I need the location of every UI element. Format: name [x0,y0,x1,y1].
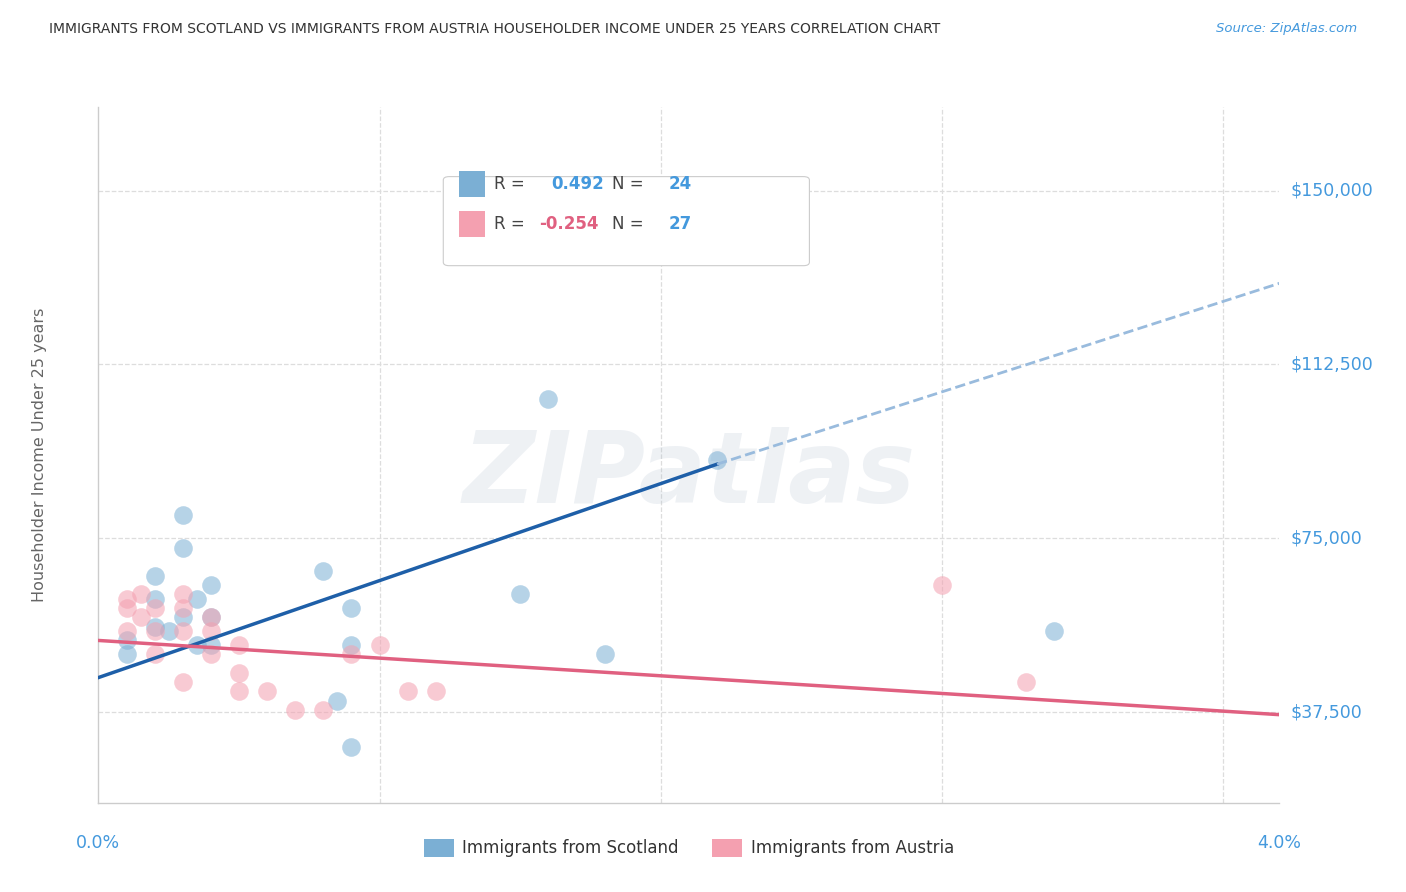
Text: R =: R = [494,175,530,194]
Bar [458,211,485,237]
Text: $37,500: $37,500 [1291,704,1362,722]
Point [340,638,363,652]
Point [115,601,138,615]
Text: 0.0%: 0.0% [76,834,121,852]
Text: 4.0%: 4.0% [1257,834,1302,852]
Point [186,638,208,652]
Text: R =: R = [494,215,530,233]
Point [326,694,349,708]
Point [200,638,222,652]
Point [340,601,363,615]
Point [200,610,222,624]
Point [1043,624,1066,639]
Point [340,740,363,755]
Point [157,624,180,639]
FancyBboxPatch shape [443,177,810,266]
Point [172,541,194,555]
Point [129,587,152,601]
Point [143,568,166,582]
Point [1015,675,1038,690]
Point [172,675,194,690]
Point [172,610,194,624]
Point [186,591,208,606]
Text: 24: 24 [669,175,692,194]
Legend: Immigrants from Scotland, Immigrants from Austria: Immigrants from Scotland, Immigrants fro… [418,832,960,864]
Point [312,703,335,717]
Point [115,624,138,639]
Text: $150,000: $150,000 [1291,182,1374,200]
Point [143,648,166,662]
Point [537,392,560,407]
Point [143,591,166,606]
Text: $112,500: $112,500 [1291,356,1374,374]
Point [396,684,419,698]
Point [284,703,307,717]
Text: N =: N = [612,175,650,194]
Point [172,587,194,601]
Text: -0.254: -0.254 [538,215,599,233]
Point [425,684,447,698]
Point [593,648,616,662]
Point [115,648,138,662]
Bar [458,171,485,197]
Point [706,452,728,467]
Point [228,638,250,652]
Point [228,684,250,698]
Text: $75,000: $75,000 [1291,530,1362,548]
Point [228,665,250,680]
Point [172,624,194,639]
Point [115,633,138,648]
Point [172,508,194,523]
Text: ZIPatlas: ZIPatlas [463,427,915,524]
Point [143,624,166,639]
Point [200,610,222,624]
Point [172,601,194,615]
Point [143,601,166,615]
Point [200,624,222,639]
Text: 27: 27 [669,215,692,233]
Text: Source: ZipAtlas.com: Source: ZipAtlas.com [1216,22,1357,36]
Point [931,578,953,592]
Text: Householder Income Under 25 years: Householder Income Under 25 years [32,308,46,602]
Point [312,564,335,578]
Point [368,638,391,652]
Text: IMMIGRANTS FROM SCOTLAND VS IMMIGRANTS FROM AUSTRIA HOUSEHOLDER INCOME UNDER 25 : IMMIGRANTS FROM SCOTLAND VS IMMIGRANTS F… [49,22,941,37]
Point [509,587,531,601]
Point [115,591,138,606]
Point [143,619,166,633]
Point [129,610,152,624]
Point [340,648,363,662]
Text: N =: N = [612,215,650,233]
Point [200,648,222,662]
Text: 0.492: 0.492 [551,175,603,194]
Point [200,578,222,592]
Point [256,684,278,698]
